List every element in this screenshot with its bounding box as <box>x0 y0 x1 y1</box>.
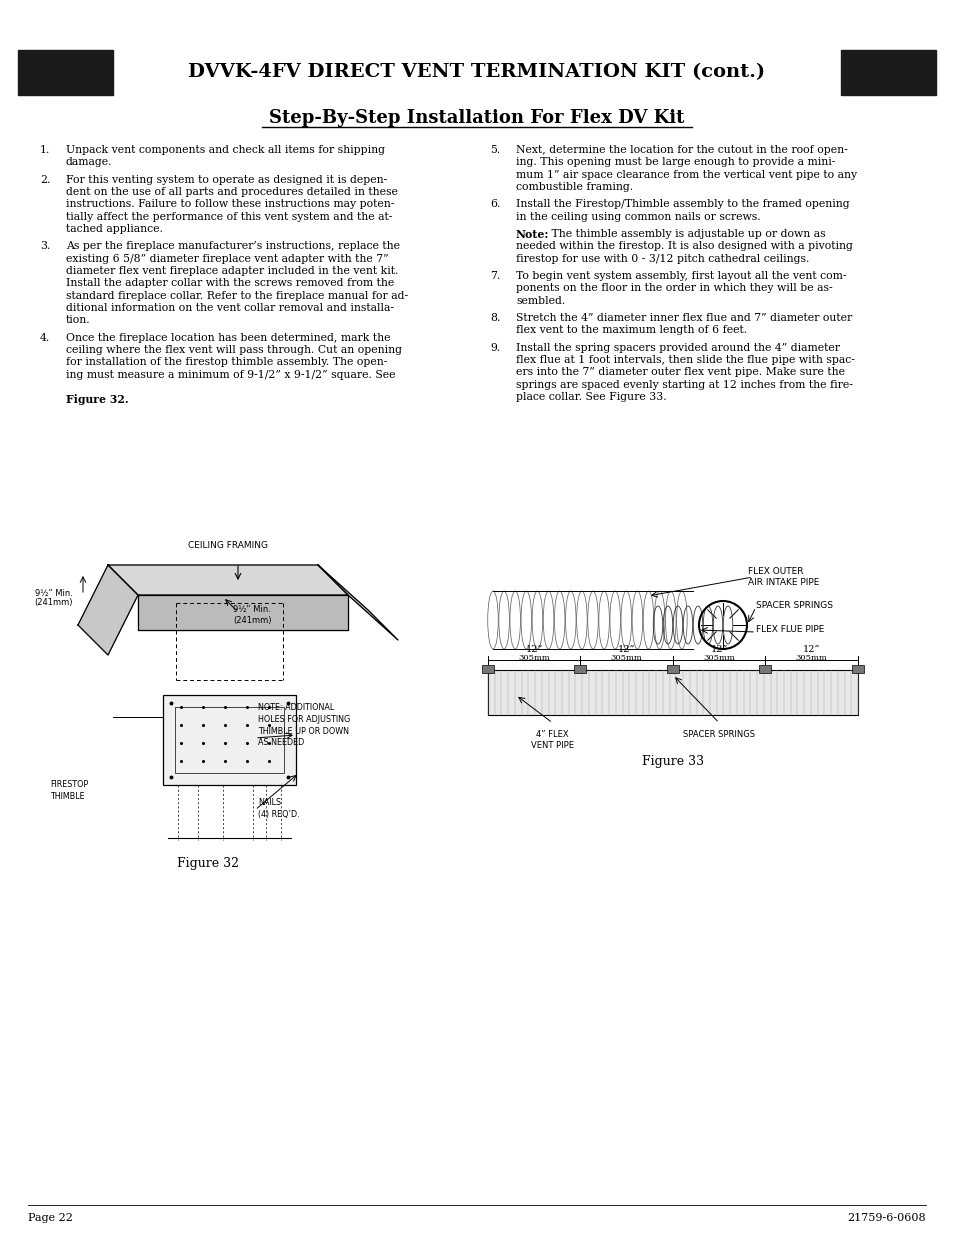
Text: CEILING FRAMING: CEILING FRAMING <box>188 541 268 550</box>
Text: 5.: 5. <box>490 144 499 156</box>
Text: damage.: damage. <box>66 157 112 167</box>
Text: 1.: 1. <box>40 144 51 156</box>
Bar <box>163 695 295 785</box>
Text: For this venting system to operate as designed it is depen-: For this venting system to operate as de… <box>66 174 387 185</box>
Text: Install the spring spacers provided around the 4” diameter: Install the spring spacers provided arou… <box>516 342 840 352</box>
Text: ers into the 7” diameter outer flex vent pipe. Make sure the: ers into the 7” diameter outer flex vent… <box>516 367 844 377</box>
Text: ing must measure a minimum of 9-1/2” x 9-1/2” square. See: ing must measure a minimum of 9-1/2” x 9… <box>66 369 395 379</box>
Text: Figure 32: Figure 32 <box>177 857 239 869</box>
Bar <box>574 664 586 673</box>
Text: ing. This opening must be large enough to provide a mini-: ing. This opening must be large enough t… <box>516 157 835 167</box>
Text: 305mm: 305mm <box>702 655 735 662</box>
Text: 12”: 12” <box>618 645 635 653</box>
Bar <box>666 664 679 673</box>
Text: existing 6 5/8” diameter fireplace vent adapter with the 7”: existing 6 5/8” diameter fireplace vent … <box>66 253 388 263</box>
Bar <box>481 664 494 673</box>
Text: To begin vent system assembly, first layout all the vent com-: To begin vent system assembly, first lay… <box>516 270 845 280</box>
Text: Step-By-Step Installation For Flex DV Kit: Step-By-Step Installation For Flex DV Ki… <box>269 109 684 127</box>
Text: 4” FLEX
VENT PIPE: 4” FLEX VENT PIPE <box>531 730 574 750</box>
Text: SPACER SPRINGS: SPACER SPRINGS <box>682 730 755 739</box>
Text: (241mm): (241mm) <box>34 599 73 608</box>
Text: Note:: Note: <box>516 228 549 240</box>
Polygon shape <box>78 564 138 655</box>
Text: 3.: 3. <box>40 241 51 251</box>
Text: Next, determine the location for the cutout in the roof open-: Next, determine the location for the cut… <box>516 144 847 156</box>
Text: firestop for use with 0 - 3/12 pitch cathedral ceilings.: firestop for use with 0 - 3/12 pitch cat… <box>516 253 808 263</box>
Text: in the ceiling using common nails or screws.: in the ceiling using common nails or scr… <box>516 211 760 221</box>
Text: FIRESTOP
THIMBLE: FIRESTOP THIMBLE <box>50 781 89 800</box>
Polygon shape <box>317 564 397 640</box>
Bar <box>851 664 863 673</box>
Text: place collar. See Figure 33.: place collar. See Figure 33. <box>516 391 666 401</box>
Text: 12”: 12” <box>710 645 727 653</box>
Text: NOTE: ADDITIONAL
HOLES FOR ADJUSTING
THIMBLE UP OR DOWN
AS NEEDED: NOTE: ADDITIONAL HOLES FOR ADJUSTING THI… <box>257 703 350 747</box>
Text: springs are spaced evenly starting at 12 inches from the fire-: springs are spaced evenly starting at 12… <box>516 379 852 389</box>
Text: Figure 32.: Figure 32. <box>66 394 129 405</box>
Text: ponents on the floor in the order in which they will be as-: ponents on the floor in the order in whi… <box>516 283 832 293</box>
Text: flex flue at 1 foot intervals, then slide the flue pipe with spac-: flex flue at 1 foot intervals, then slid… <box>516 354 854 364</box>
Text: flex vent to the maximum length of 6 feet.: flex vent to the maximum length of 6 fee… <box>516 325 746 335</box>
Text: 7.: 7. <box>490 270 499 280</box>
Text: for installation of the firestop thimble assembly. The open-: for installation of the firestop thimble… <box>66 357 387 367</box>
Bar <box>18 49 112 95</box>
Text: Unpack vent components and check all items for shipping: Unpack vent components and check all ite… <box>66 144 385 156</box>
Text: 305mm: 305mm <box>610 655 642 662</box>
Text: mum 1” air space clearance from the vertical vent pipe to any: mum 1” air space clearance from the vert… <box>516 169 856 179</box>
Text: 8.: 8. <box>490 312 500 322</box>
Text: As per the fireplace manufacturer’s instructions, replace the: As per the fireplace manufacturer’s inst… <box>66 241 399 251</box>
Text: 12”: 12” <box>802 645 820 653</box>
Text: 305mm: 305mm <box>517 655 550 662</box>
Text: standard fireplace collar. Refer to the fireplace manual for ad-: standard fireplace collar. Refer to the … <box>66 290 408 300</box>
Text: tially affect the performance of this vent system and the at-: tially affect the performance of this ve… <box>66 211 392 221</box>
Text: 9.: 9. <box>490 342 499 352</box>
Text: instructions. Failure to follow these instructions may poten-: instructions. Failure to follow these in… <box>66 199 394 209</box>
Text: DVVK-4FV DIRECT VENT TERMINATION KIT (cont.): DVVK-4FV DIRECT VENT TERMINATION KIT (co… <box>189 63 764 82</box>
Text: Once the fireplace location has been determined, mark the: Once the fireplace location has been det… <box>66 332 390 342</box>
Text: needed within the firestop. It is also designed with a pivoting: needed within the firestop. It is also d… <box>516 241 852 251</box>
Text: 4.: 4. <box>40 332 51 342</box>
Text: FLEX FLUE PIPE: FLEX FLUE PIPE <box>755 625 823 635</box>
Text: Install the adapter collar with the screws removed from the: Install the adapter collar with the scre… <box>66 278 394 288</box>
Bar <box>841 49 935 95</box>
Text: 21759-6-0608: 21759-6-0608 <box>846 1213 925 1223</box>
Text: 2.: 2. <box>40 174 51 185</box>
Text: sembled.: sembled. <box>516 295 565 305</box>
Text: NAILS
(4) REQ’D.: NAILS (4) REQ’D. <box>257 798 299 819</box>
Bar <box>174 706 284 773</box>
Text: combustible framing.: combustible framing. <box>516 182 633 191</box>
Text: 305mm: 305mm <box>795 655 827 662</box>
Bar <box>488 671 857 715</box>
Text: 9½” Min.: 9½” Min. <box>233 605 271 615</box>
Text: diameter flex vent fireplace adapter included in the vent kit.: diameter flex vent fireplace adapter inc… <box>66 266 398 275</box>
Bar <box>759 664 771 673</box>
Text: Stretch the 4” diameter inner flex flue and 7” diameter outer: Stretch the 4” diameter inner flex flue … <box>516 312 851 322</box>
Text: Figure 33: Figure 33 <box>641 755 703 768</box>
Text: 12”: 12” <box>525 645 542 653</box>
Text: (241mm): (241mm) <box>233 615 272 625</box>
Text: tion.: tion. <box>66 315 91 325</box>
Text: ceiling where the flex vent will pass through. Cut an opening: ceiling where the flex vent will pass th… <box>66 345 401 354</box>
Text: FLEX OUTER
AIR INTAKE PIPE: FLEX OUTER AIR INTAKE PIPE <box>747 567 819 587</box>
Text: Install the Firestop/Thimble assembly to the framed opening: Install the Firestop/Thimble assembly to… <box>516 199 849 209</box>
Text: 6.: 6. <box>490 199 500 209</box>
Text: The thimble assembly is adjustable up or down as: The thimble assembly is adjustable up or… <box>547 228 824 238</box>
Text: ditional information on the vent collar removal and installa-: ditional information on the vent collar … <box>66 303 394 312</box>
Text: 9½” Min.: 9½” Min. <box>35 589 73 598</box>
Text: Page 22: Page 22 <box>28 1213 72 1223</box>
Text: tached appliance.: tached appliance. <box>66 224 163 233</box>
Text: SPACER SPRINGS: SPACER SPRINGS <box>755 600 832 610</box>
Polygon shape <box>138 595 348 630</box>
Text: dent on the use of all parts and procedures detailed in these: dent on the use of all parts and procedu… <box>66 186 397 196</box>
Polygon shape <box>108 564 348 595</box>
